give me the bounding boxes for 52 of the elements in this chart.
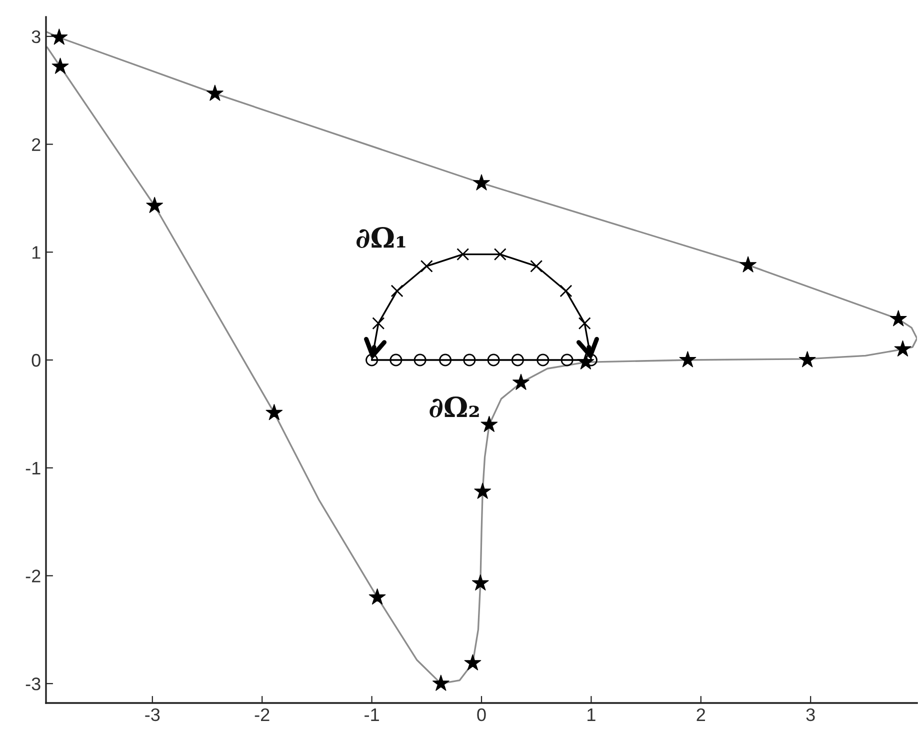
point: [560, 284, 572, 298]
point: [512, 374, 530, 390]
point: [530, 260, 543, 272]
point: [464, 654, 482, 670]
point: [390, 354, 402, 366]
point: [487, 354, 500, 366]
point: [432, 674, 450, 691]
point: [372, 317, 385, 330]
point: [494, 248, 506, 261]
annotation: ∂Ω₂: [430, 396, 479, 418]
point: [798, 351, 816, 368]
point: [50, 28, 68, 45]
x-tick-label: -2: [254, 708, 270, 721]
point: [536, 354, 550, 366]
point: [474, 482, 492, 499]
y-tick-label: 2: [32, 138, 40, 151]
point: [366, 354, 378, 366]
x-tick-label: -1: [364, 708, 379, 721]
y-tick-label: 0: [32, 354, 40, 367]
point: [52, 58, 69, 74]
x-tick-label: -3: [145, 708, 160, 722]
y-tick-label: -3: [26, 678, 40, 690]
point: [206, 84, 224, 101]
y-tick-label: 1: [32, 246, 40, 259]
point: [368, 588, 386, 605]
x-tick-label: 3: [806, 708, 815, 722]
y-tick-label: -1: [26, 462, 40, 474]
point: [414, 354, 426, 366]
x-tick-label: 1: [588, 708, 596, 721]
point: [679, 351, 696, 368]
point: [439, 354, 452, 366]
point: [146, 196, 164, 213]
annotation: ∂Ω₁: [356, 227, 406, 248]
point: [420, 260, 433, 272]
x-tick-label: 0: [477, 708, 486, 722]
point: [473, 174, 490, 190]
point: [480, 416, 498, 432]
point: [511, 354, 524, 366]
point: [740, 256, 757, 272]
point: [472, 574, 489, 591]
point: [890, 310, 907, 326]
point: [894, 340, 912, 356]
point: [578, 317, 591, 330]
y-tick-label: 3: [32, 30, 40, 44]
point: [266, 404, 283, 420]
point: [577, 353, 594, 370]
point: [463, 354, 476, 366]
y-tick-label: -2: [26, 570, 40, 582]
point: [456, 248, 470, 261]
point: [390, 284, 404, 298]
x-tick-label: 2: [696, 708, 706, 721]
point: [560, 354, 574, 366]
